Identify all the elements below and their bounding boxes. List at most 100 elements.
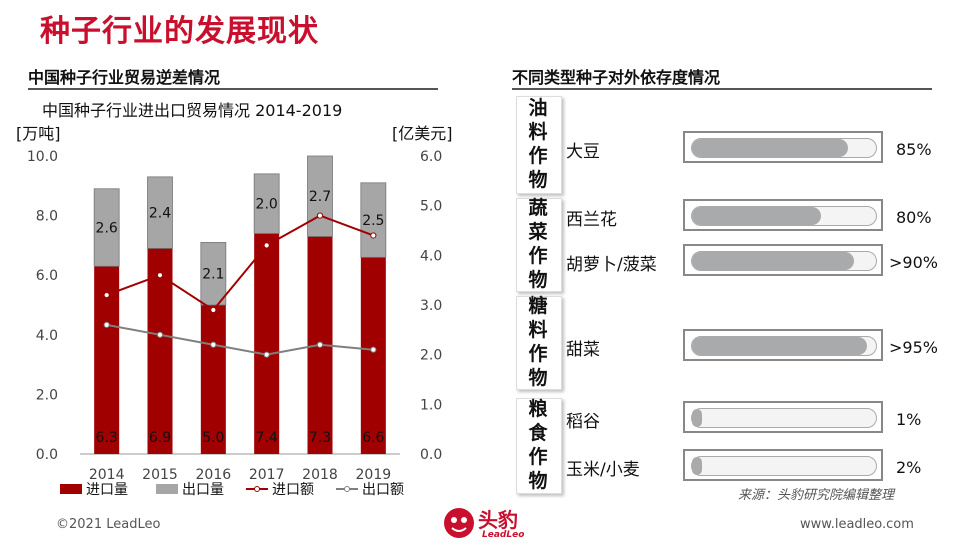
dependency-percent: >95% [889,338,938,357]
import-value-point [210,306,217,314]
dependency-bar-track [691,206,877,226]
bar-export-label: 2.1 [202,267,224,283]
dependency-bar-fill [692,207,821,225]
y-right-unit: [亿美元] [392,124,453,143]
dependency-percent: 85% [896,140,932,159]
bar-export [200,242,227,306]
y-left-tick: 10.0 [27,149,58,165]
import-value-point [156,272,164,279]
dependency-bar-fill [692,337,867,355]
dependency-bar-frame [683,401,883,433]
copyright: ©2021 LeadLeo [56,517,161,532]
legend-label: 进口量 [86,482,128,498]
crop-name: 稻谷 [566,412,600,432]
bar-import-label: 7.4 [256,430,278,446]
dependency-bar-track [691,408,877,428]
bar-import-label: 6.3 [96,430,118,446]
y-right-tick: 0.0 [420,447,442,463]
dependency-bar-frame [683,244,883,276]
x-tick: 2019 [356,467,392,483]
dependency-percent: >90% [889,253,938,272]
y-right-tick: 4.0 [420,248,442,264]
import-value-line [106,214,374,312]
y-right-tick: 3.0 [420,298,442,314]
dependency-bar-track [691,456,877,476]
bar-import [360,257,386,454]
dependency-bar-fill [692,409,702,427]
logo-subtext: LeadLeo [482,530,525,540]
bar-export [360,182,387,258]
bar-export [147,176,173,249]
crop-name: 西兰花 [566,210,617,230]
x-tick: 2014 [89,467,125,483]
bar-import [147,248,173,454]
category-box [516,198,562,292]
crop-name: 大豆 [566,142,600,162]
dependency-bar-track [691,251,877,271]
crop-name: 玉米/小麦 [566,460,640,480]
crop-name: 胡萝卜/菠菜 [566,255,657,275]
legend-swatch [156,484,178,494]
bar-export-label: 2.4 [149,206,171,222]
chart-title: 中国种子行业进出口贸易情况 2014-2019 [42,101,342,120]
page-title: 种子行业的发展现状 [40,14,319,49]
export-value-line [106,323,374,356]
dependency-percent: 2% [896,458,922,477]
legend-marker [344,486,350,492]
leopard-icon [444,508,474,538]
category-label: 粮食作物 [528,398,548,492]
bar-import-label: 6.6 [362,430,384,446]
import-value-point [263,242,270,249]
y-left-tick: 2.0 [36,387,58,403]
x-tick: 2015 [142,467,178,483]
logo-text: 头豹 [478,508,518,532]
dependency-bar-track [691,138,877,158]
category-box [516,96,562,194]
export-value-point [103,321,110,328]
export-value-point [263,351,270,358]
dependency-bar-frame [683,449,883,481]
bar-export [307,155,333,237]
bar-export [93,188,120,267]
import-value-point [316,212,324,219]
left-section-heading: 中国种子行业贸易逆差情况 [28,68,221,87]
category-box [516,296,562,390]
bar-export-label: 2.0 [256,197,278,213]
category-label: 蔬菜作物 [528,197,548,291]
y-left-tick: 8.0 [36,209,58,225]
y-left-tick: 6.0 [36,268,58,284]
y-right-tick: 5.0 [420,199,442,215]
category-label: 糖料作物 [528,295,548,389]
y-left-tick: 4.0 [36,328,58,344]
bar-export-label: 2.5 [362,213,384,229]
right-section-heading: 不同类型种子对外依存度情况 [512,68,721,87]
legend-marker [254,486,260,492]
export-value-point [156,331,164,338]
import-value-point [103,291,110,299]
dependency-percent: 1% [896,410,922,429]
trade-chart: 中国种子行业进出口贸易情况 2014-2019 [万吨] [亿美元] 0.0 2.0 4.… [16,101,453,498]
bar-import-label: 7.3 [309,430,331,446]
left-section-rule [28,88,438,90]
source-note: 来源：头豹研究院编辑整理 [738,488,895,503]
dependency-bar-frame [683,131,883,163]
import-value-point [370,232,377,239]
dependency-bar-frame [683,199,883,231]
right-section-rule [512,88,932,90]
website-link[interactable]: www.leadleo.com [800,517,914,532]
dependency-bar-fill [692,252,854,270]
x-tick: 2018 [302,467,338,483]
legend-label: 进口额 [272,482,314,498]
bar-import [254,233,280,454]
bar-export-label: 2.7 [309,189,331,205]
dependency-bar-fill [692,457,702,475]
bar-import-label: 5.0 [202,430,224,446]
y-left-unit: [万吨] [16,124,61,143]
crop-name: 甜菜 [566,340,600,360]
export-value-point [316,341,324,348]
dependency-bar-track [691,336,877,356]
bar-export-label: 2.6 [96,221,118,237]
export-value-point [210,341,217,348]
bar-import [200,305,226,454]
bar-export [253,173,280,234]
